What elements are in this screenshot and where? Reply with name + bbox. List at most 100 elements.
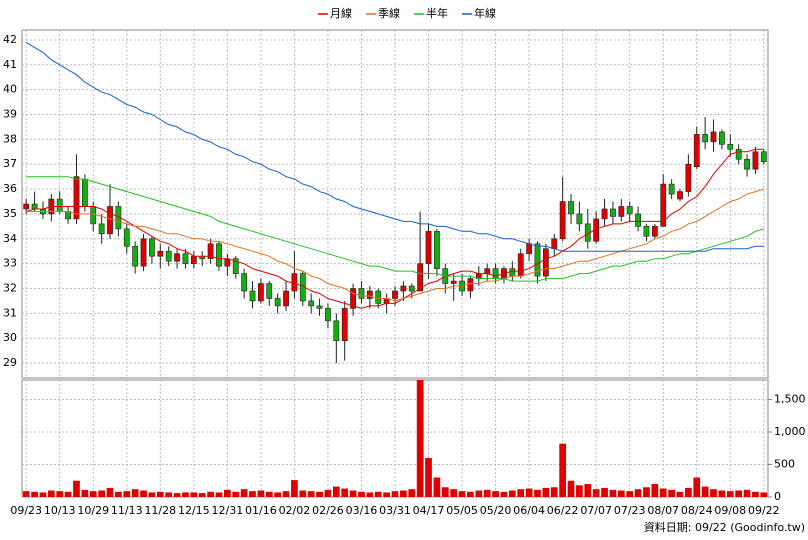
candle-body bbox=[601, 208, 608, 220]
candle-body bbox=[417, 263, 424, 292]
x-tick-label: 12/31 bbox=[212, 504, 244, 517]
volume-bar bbox=[500, 491, 508, 497]
y-tick-label: 0 bbox=[774, 490, 781, 503]
volume-bar bbox=[182, 492, 189, 497]
legend-label: 月線 bbox=[330, 6, 352, 20]
volume-bar bbox=[115, 491, 122, 497]
x-tick-label: 05/05 bbox=[446, 504, 478, 517]
volume-bar bbox=[726, 491, 734, 497]
volume-bar bbox=[668, 489, 675, 497]
x-tick-label: 08/24 bbox=[681, 504, 713, 517]
volume-bar bbox=[341, 488, 349, 497]
volume-bar bbox=[508, 490, 516, 497]
volume-bar bbox=[274, 492, 282, 497]
volume-bar bbox=[131, 489, 139, 497]
volume-bar bbox=[601, 487, 608, 497]
volume-bar bbox=[140, 490, 147, 497]
candle-body bbox=[467, 278, 474, 292]
volume-bar bbox=[165, 492, 173, 497]
volume-bar bbox=[190, 492, 198, 497]
moving-average-line bbox=[26, 188, 764, 302]
candle-body bbox=[333, 320, 340, 342]
volume-bar bbox=[567, 480, 575, 497]
x-tick-label: 07/07 bbox=[580, 504, 612, 517]
candle-body bbox=[81, 178, 88, 207]
candle-body bbox=[249, 290, 256, 302]
candle-body bbox=[283, 290, 289, 307]
volume-bar bbox=[743, 489, 751, 497]
volume-bar bbox=[416, 380, 424, 497]
candle-body bbox=[65, 211, 71, 220]
candle-body bbox=[610, 208, 616, 217]
y-tick-label: 32 bbox=[3, 282, 17, 295]
candle-body bbox=[719, 131, 725, 145]
x-tick-label: 12/15 bbox=[178, 504, 210, 517]
candle-body bbox=[526, 243, 533, 255]
moving-average-line bbox=[26, 176, 764, 282]
volume-bar bbox=[240, 489, 248, 497]
candle-body bbox=[123, 228, 130, 247]
footer: 資料日期: 09/22 (Goodinfo.tw) bbox=[644, 520, 805, 534]
y-tick-label: 37 bbox=[3, 157, 17, 170]
volume-bar bbox=[324, 489, 332, 497]
volume-bar bbox=[576, 485, 583, 497]
candle-body bbox=[668, 183, 675, 195]
candle-body bbox=[232, 258, 239, 274]
volume-bar bbox=[198, 493, 206, 497]
volume-bar bbox=[349, 490, 357, 497]
candle-body bbox=[685, 163, 692, 192]
y-tick-label: 35 bbox=[3, 207, 17, 220]
candle-body bbox=[157, 250, 164, 257]
candle-body bbox=[677, 191, 683, 200]
candle-body bbox=[241, 273, 248, 292]
volume-bar bbox=[64, 491, 72, 497]
candle-body bbox=[257, 283, 264, 302]
y-tick-label: 31 bbox=[3, 306, 17, 319]
volume-bar bbox=[718, 490, 726, 497]
candle-body bbox=[190, 255, 197, 264]
candle-body bbox=[132, 245, 139, 267]
candle-body bbox=[23, 203, 30, 210]
volume-bar bbox=[383, 492, 390, 497]
volume-bar bbox=[483, 489, 491, 497]
volume-bar bbox=[89, 491, 97, 497]
volume-bar bbox=[458, 491, 466, 497]
y-tick-label: 36 bbox=[3, 182, 17, 195]
volume-bar bbox=[450, 489, 458, 497]
candle-body bbox=[140, 238, 147, 267]
volume-bar bbox=[659, 488, 667, 497]
candle-body bbox=[702, 134, 709, 143]
candle-body bbox=[450, 280, 457, 284]
x-tick-label: 02/26 bbox=[312, 504, 344, 517]
volume-bar bbox=[257, 490, 265, 497]
candle-body bbox=[207, 243, 214, 259]
volume-bar bbox=[391, 491, 399, 497]
candle-body bbox=[760, 151, 767, 163]
volume-bar bbox=[710, 489, 717, 497]
candle-body bbox=[31, 203, 38, 210]
candle-body bbox=[635, 213, 641, 227]
volume-bar bbox=[265, 491, 273, 497]
candle-body bbox=[366, 290, 373, 299]
candle-body bbox=[182, 253, 189, 264]
volume-bar bbox=[617, 490, 625, 497]
volume-bar bbox=[701, 486, 709, 497]
candle-body bbox=[492, 268, 499, 279]
volume-bar bbox=[148, 492, 156, 497]
candle-body bbox=[626, 206, 633, 215]
volume-bar bbox=[760, 492, 768, 497]
volume-bar bbox=[592, 489, 600, 497]
candle-body bbox=[98, 223, 105, 235]
x-tick-label: 11/28 bbox=[144, 504, 176, 517]
volume-bar bbox=[106, 487, 114, 497]
candle-body bbox=[752, 151, 759, 170]
candle-body bbox=[341, 308, 348, 342]
candle-body bbox=[291, 273, 298, 292]
y-tick-label: 1,000 bbox=[774, 425, 806, 438]
candle-body bbox=[534, 243, 541, 277]
volume-bar bbox=[651, 484, 659, 497]
candle-body bbox=[149, 238, 155, 257]
candle-body bbox=[727, 144, 734, 150]
candle-body bbox=[90, 206, 97, 225]
